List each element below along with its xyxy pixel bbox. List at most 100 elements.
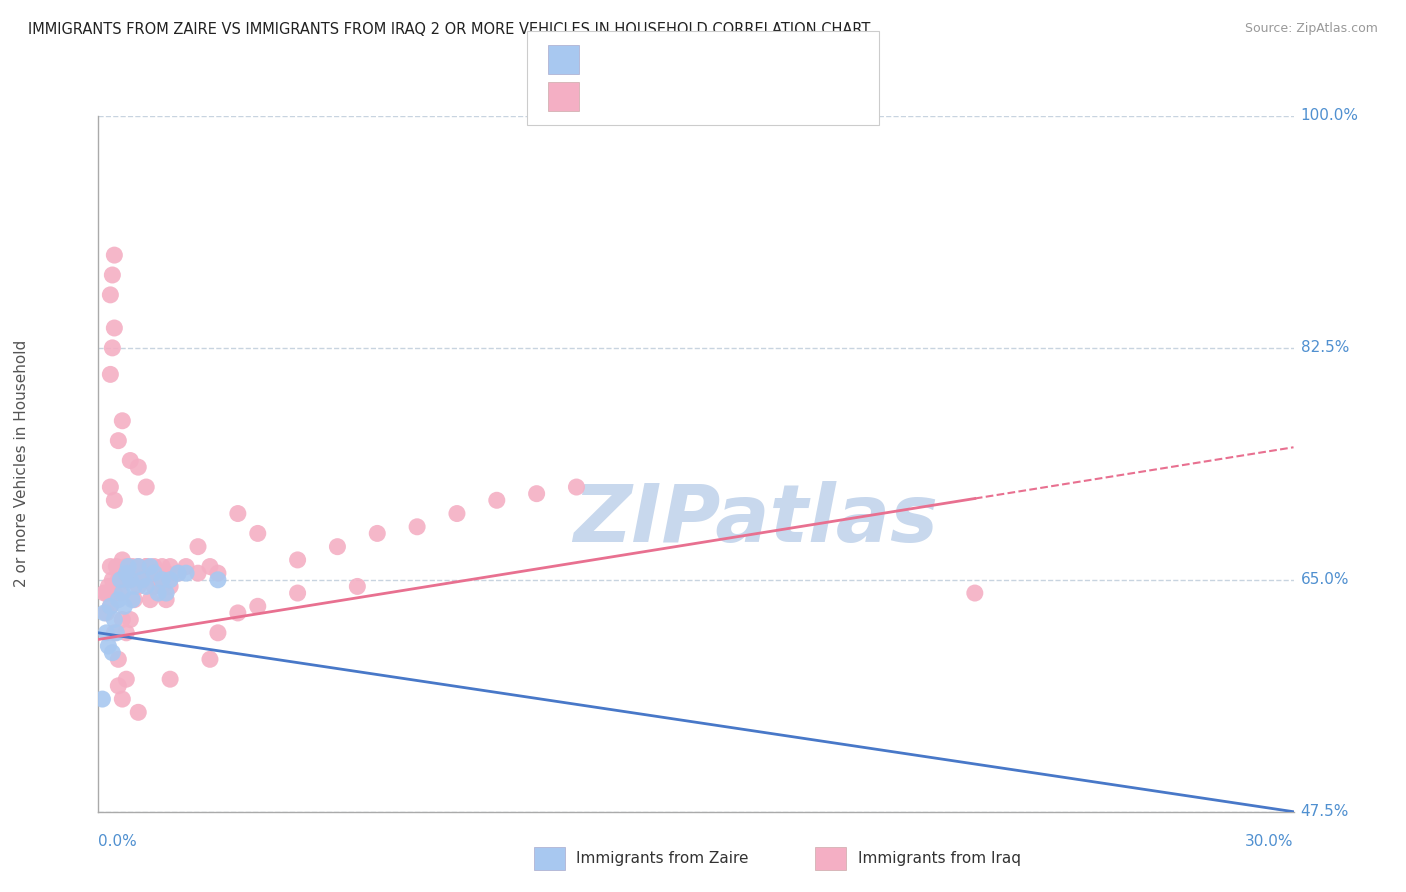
Point: [98, 599, 122, 614]
Point: [115, 566, 138, 581]
Point: [124, 592, 146, 607]
Point: [111, 414, 134, 428]
Point: [105, 625, 128, 640]
Point: [127, 460, 149, 475]
Point: [117, 566, 139, 581]
Text: R = -0.208   N = 30: R = -0.208 N = 30: [591, 52, 763, 67]
Point: [98, 599, 122, 614]
Point: [97, 639, 120, 653]
Point: [139, 592, 162, 607]
Point: [159, 672, 181, 686]
Point: [167, 566, 190, 581]
Point: [187, 566, 209, 581]
Text: IMMIGRANTS FROM ZAIRE VS IMMIGRANTS FROM IRAQ 2 OR MORE VEHICLES IN HOUSEHOLD CO: IMMIGRANTS FROM ZAIRE VS IMMIGRANTS FROM…: [28, 22, 870, 37]
Point: [148, 586, 170, 600]
Point: [131, 573, 153, 587]
Point: [963, 586, 986, 600]
Point: [115, 625, 138, 640]
Point: [155, 566, 177, 581]
Point: [174, 566, 197, 581]
Point: [174, 559, 197, 574]
Point: [226, 606, 249, 620]
Point: [127, 706, 149, 720]
Point: [131, 566, 153, 581]
Point: [96, 606, 118, 620]
Point: [124, 566, 146, 581]
Point: [198, 559, 221, 574]
Point: [98, 480, 122, 494]
Text: 100.0%: 100.0%: [1301, 109, 1358, 123]
Point: [446, 507, 468, 521]
Point: [246, 599, 269, 614]
Point: [115, 672, 138, 686]
Point: [98, 559, 122, 574]
Point: [135, 579, 157, 593]
Point: [135, 559, 157, 574]
Point: [167, 566, 190, 581]
Point: [112, 573, 135, 587]
Point: [93, 586, 115, 600]
Point: [98, 368, 122, 382]
Point: [110, 586, 132, 600]
Point: [121, 592, 143, 607]
Point: [246, 526, 269, 541]
Point: [103, 493, 125, 508]
Point: [139, 566, 162, 581]
Text: 30.0%: 30.0%: [1246, 834, 1294, 849]
Point: [103, 321, 125, 335]
Point: [148, 573, 170, 587]
Point: [526, 486, 548, 500]
Point: [226, 507, 249, 521]
Point: [101, 646, 124, 660]
Point: [103, 613, 125, 627]
Point: [112, 599, 135, 614]
Point: [111, 586, 134, 600]
Point: [143, 559, 166, 574]
Point: [366, 526, 388, 541]
Point: [120, 573, 142, 587]
Text: Immigrants from Iraq: Immigrants from Iraq: [858, 851, 1021, 866]
Point: [93, 606, 115, 620]
Point: [107, 652, 129, 666]
Point: [105, 559, 128, 574]
Point: [101, 268, 124, 282]
Point: [485, 493, 508, 508]
Point: [148, 566, 170, 581]
Text: Immigrants from Zaire: Immigrants from Zaire: [576, 851, 749, 866]
Point: [120, 613, 142, 627]
Point: [198, 652, 221, 666]
Text: 65.0%: 65.0%: [1301, 573, 1348, 587]
Text: 47.5%: 47.5%: [1301, 805, 1348, 819]
Point: [96, 625, 118, 640]
Point: [101, 341, 124, 355]
Text: 82.5%: 82.5%: [1301, 341, 1348, 355]
Point: [120, 453, 142, 467]
Point: [107, 592, 129, 607]
Text: Source: ZipAtlas.com: Source: ZipAtlas.com: [1244, 22, 1378, 36]
Point: [187, 540, 209, 554]
Point: [207, 625, 229, 640]
Text: R =  0.155   N = 84: R = 0.155 N = 84: [591, 89, 763, 104]
Point: [159, 559, 181, 574]
Point: [107, 434, 129, 448]
Point: [121, 559, 143, 574]
Point: [111, 553, 134, 567]
Point: [150, 579, 173, 593]
Point: [143, 579, 166, 593]
Point: [103, 586, 125, 600]
Point: [107, 573, 129, 587]
Point: [150, 559, 173, 574]
Point: [155, 592, 177, 607]
Point: [111, 613, 134, 627]
Point: [101, 573, 124, 587]
Point: [97, 579, 120, 593]
Point: [107, 679, 129, 693]
Point: [143, 566, 166, 581]
Text: ZIPatlas: ZIPatlas: [574, 481, 938, 558]
Text: 0.0%: 0.0%: [98, 834, 138, 849]
Point: [207, 566, 229, 581]
Point: [111, 692, 134, 706]
Point: [103, 625, 125, 640]
Point: [135, 480, 157, 494]
Point: [110, 573, 132, 587]
